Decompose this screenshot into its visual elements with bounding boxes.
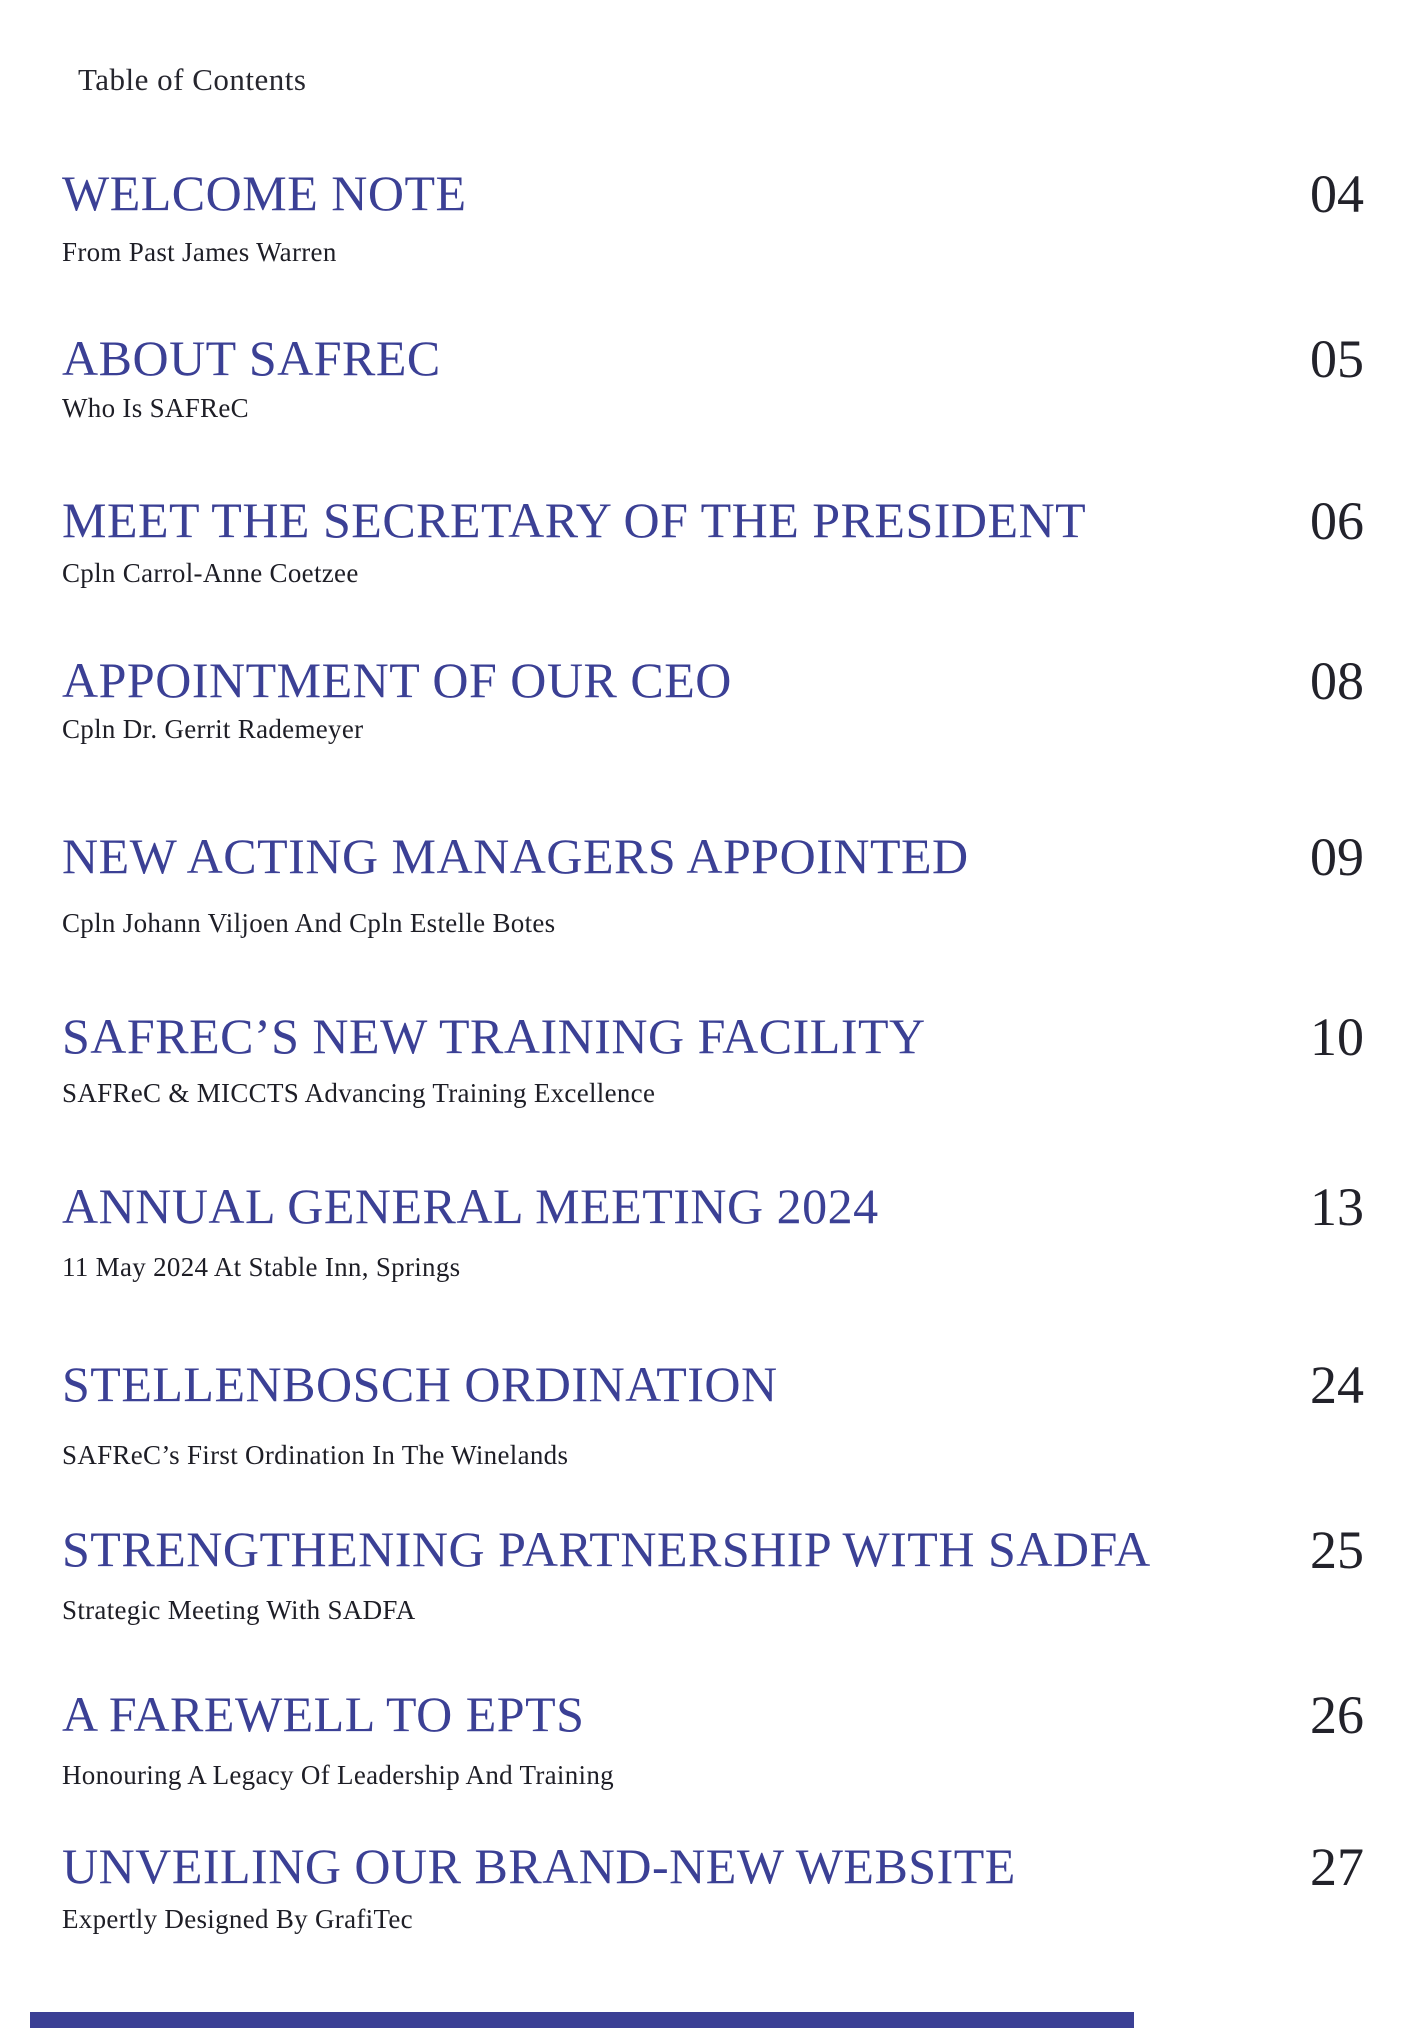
- toc-entry-subtitle: SAFReC’s First Ordination In The Winelan…: [62, 1440, 569, 1470]
- toc-entry-title: MEET THE SECRETARY OF THE PRESIDENT: [62, 492, 1087, 548]
- toc-entry-subtitle: Strategic Meeting With SADFA: [62, 1595, 416, 1625]
- toc-entry-text: STRENGTHENING PARTNERSHIP WITH SADFA Str…: [62, 1521, 1234, 1626]
- page-number: 27: [1310, 1837, 1364, 1897]
- toc-entry-text: UNVEILING OUR BRAND-NEW WEBSITE Expertly…: [62, 1838, 1234, 1935]
- page-number: 04: [1310, 164, 1364, 224]
- toc-entry-subtitle: Honouring A Legacy Of Leadership And Tra…: [62, 1760, 614, 1790]
- toc-entry-title: A FAREWELL TO EPTS: [62, 1686, 585, 1742]
- page-number: 06: [1310, 491, 1364, 551]
- page-number: 05: [1310, 329, 1364, 389]
- toc-entry-text: NEW ACTING MANAGERS APPOINTED Cpln Johan…: [62, 828, 1234, 939]
- toc-entry[interactable]: MEET THE SECRETARY OF THE PRESIDENT Cpln…: [0, 492, 1428, 589]
- toc-entry-text: MEET THE SECRETARY OF THE PRESIDENT Cpln…: [62, 492, 1234, 589]
- toc-entry-text: APPOINTMENT OF OUR CEO Cpln Dr. Gerrit R…: [62, 652, 1234, 745]
- toc-entry-title: WELCOME NOTE: [62, 165, 467, 221]
- toc-entry-title: NEW ACTING MANAGERS APPOINTED: [62, 828, 969, 884]
- toc-entry[interactable]: APPOINTMENT OF OUR CEO Cpln Dr. Gerrit R…: [0, 652, 1428, 745]
- toc-entry-subtitle: Cpln Dr. Gerrit Rademeyer: [62, 714, 364, 744]
- toc-entry-subtitle: SAFReC & MICCTS Advancing Training Excel…: [62, 1078, 656, 1108]
- toc-entry-title: UNVEILING OUR BRAND-NEW WEBSITE: [62, 1838, 1016, 1894]
- toc-entry-title: ABOUT SAFREC: [62, 330, 441, 386]
- toc-entry[interactable]: NEW ACTING MANAGERS APPOINTED Cpln Johan…: [0, 828, 1428, 939]
- page-number: 13: [1310, 1177, 1364, 1237]
- page-number: 09: [1310, 827, 1364, 887]
- toc-entry-text: WELCOME NOTE From Past James Warren: [62, 165, 1234, 268]
- toc-entry-subtitle: 11 May 2024 At Stable Inn, Springs: [62, 1252, 461, 1282]
- toc-entry[interactable]: STELLENBOSCH ORDINATION SAFReC’s First O…: [0, 1356, 1428, 1471]
- toc-entry-subtitle: Expertly Designed By GrafiTec: [62, 1904, 413, 1934]
- toc-entry-text: ABOUT SAFREC Who Is SAFReC: [62, 330, 1234, 424]
- toc-entry-subtitle: Who Is SAFReC: [62, 393, 249, 423]
- toc-entry[interactable]: ABOUT SAFREC Who Is SAFReC 05: [0, 330, 1428, 424]
- page-number: 08: [1310, 651, 1364, 711]
- page-number: 25: [1310, 1520, 1364, 1580]
- bottom-accent-bar: [30, 2012, 1134, 2028]
- toc-entry-subtitle: Cpln Carrol-Anne Coetzee: [62, 558, 359, 588]
- toc-entry-text: A FAREWELL TO EPTS Honouring A Legacy Of…: [62, 1686, 1234, 1791]
- toc-entry[interactable]: UNVEILING OUR BRAND-NEW WEBSITE Expertly…: [0, 1838, 1428, 1935]
- toc-entry-subtitle: From Past James Warren: [62, 237, 337, 267]
- toc-entry[interactable]: WELCOME NOTE From Past James Warren 04: [0, 165, 1428, 268]
- toc-entry-title: STRENGTHENING PARTNERSHIP WITH SADFA: [62, 1521, 1151, 1577]
- page-title: Table of Contents: [78, 62, 307, 97]
- toc-entry-title: APPOINTMENT OF OUR CEO: [62, 652, 732, 708]
- toc-entry-text: STELLENBOSCH ORDINATION SAFReC’s First O…: [62, 1356, 1234, 1471]
- page-number: 26: [1310, 1685, 1364, 1745]
- toc-entry-text: ANNUAL GENERAL MEETING 2024 11 May 2024 …: [62, 1178, 1234, 1283]
- toc-entry-title: SAFREC’S NEW TRAINING FACILITY: [62, 1008, 926, 1064]
- toc-entry-title: STELLENBOSCH ORDINATION: [62, 1356, 778, 1412]
- toc-entry-text: SAFREC’S NEW TRAINING FACILITY SAFReC & …: [62, 1008, 1234, 1109]
- toc-entry[interactable]: SAFREC’S NEW TRAINING FACILITY SAFReC & …: [0, 1008, 1428, 1109]
- page-number: 24: [1310, 1355, 1364, 1415]
- toc-entry-subtitle: Cpln Johann Viljoen And Cpln Estelle Bot…: [62, 908, 556, 938]
- toc-entry[interactable]: ANNUAL GENERAL MEETING 2024 11 May 2024 …: [0, 1178, 1428, 1283]
- toc-entry-title: ANNUAL GENERAL MEETING 2024: [62, 1178, 879, 1234]
- toc-entry[interactable]: STRENGTHENING PARTNERSHIP WITH SADFA Str…: [0, 1521, 1428, 1626]
- toc-entry[interactable]: A FAREWELL TO EPTS Honouring A Legacy Of…: [0, 1686, 1428, 1791]
- page-number: 10: [1310, 1007, 1364, 1067]
